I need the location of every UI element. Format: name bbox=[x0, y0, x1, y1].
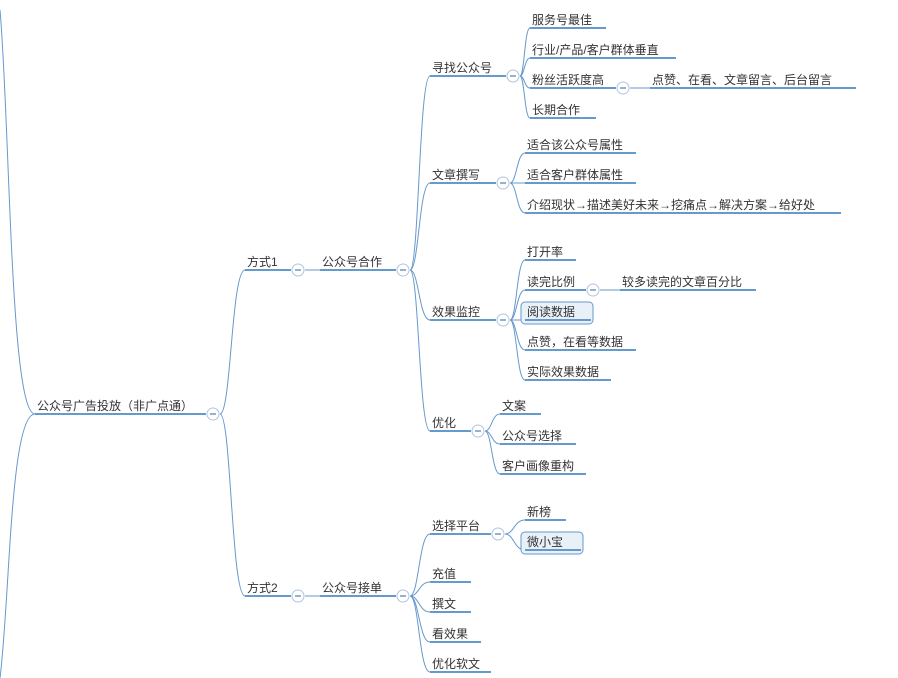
connector bbox=[505, 520, 525, 534]
connector bbox=[510, 183, 525, 213]
node-label: 看效果 bbox=[432, 626, 468, 641]
node-m1[interactable]: 方式1 bbox=[245, 254, 304, 276]
node-find2[interactable]: 行业/产品/客户群体垂直 bbox=[530, 42, 676, 58]
node-mon4[interactable]: 点赞，在看等数据 bbox=[525, 334, 636, 350]
node-label: 实际效果数据 bbox=[527, 364, 599, 379]
node-mon3[interactable]: 阅读数据 bbox=[521, 302, 593, 324]
node-label: 较多读完的文章百分比 bbox=[622, 274, 742, 289]
node-find3[interactable]: 粉丝活跃度高 bbox=[530, 72, 629, 94]
connector bbox=[410, 183, 430, 270]
connector bbox=[485, 431, 500, 474]
node-plat1[interactable]: 新榜 bbox=[525, 504, 566, 520]
node-label: 公众号选择 bbox=[502, 429, 562, 443]
node-label: 方式1 bbox=[247, 254, 278, 269]
connector bbox=[520, 28, 530, 76]
node-m1_opt[interactable]: 优化 bbox=[430, 416, 484, 437]
node-label: 撰文 bbox=[432, 596, 456, 611]
node-label: 点赞，在看等数据 bbox=[527, 334, 623, 349]
node-opt2[interactable]: 公众号选择 bbox=[500, 429, 576, 444]
node-mon5[interactable]: 实际效果数据 bbox=[525, 364, 611, 380]
node-label: 效果监控 bbox=[432, 304, 480, 319]
node-label: 长期合作 bbox=[532, 102, 580, 117]
node-label: 读完比例 bbox=[527, 274, 575, 289]
node-wr3[interactable]: 介绍现状→描述美好未来→挖痛点→解决方案→给好处 bbox=[525, 197, 841, 213]
connector bbox=[410, 596, 430, 642]
connector bbox=[220, 270, 245, 414]
connector bbox=[410, 76, 430, 270]
node-label: 客户画像重构 bbox=[502, 458, 574, 473]
node-m2[interactable]: 方式2 bbox=[245, 580, 304, 602]
mindmap-canvas: 公众号广告投放（非广点通） 方式1 方式2 公众号合作公众号接单 寻找公众号文章撰写效果… bbox=[0, 0, 898, 678]
connector bbox=[410, 596, 430, 672]
node-m2a[interactable]: 公众号接单 bbox=[320, 580, 409, 602]
node-find3a[interactable]: 点赞、在看、文章留言、后台留言 bbox=[650, 72, 856, 88]
node-opt1[interactable]: 文案 bbox=[500, 398, 541, 414]
connector bbox=[410, 270, 430, 431]
node-label: 优化 bbox=[432, 416, 456, 430]
node-m2_wrt[interactable]: 撰文 bbox=[430, 596, 471, 612]
node-label: 方式2 bbox=[247, 580, 278, 595]
connector bbox=[220, 414, 245, 596]
node-find4[interactable]: 长期合作 bbox=[530, 102, 596, 118]
node-m2_plat[interactable]: 选择平台 bbox=[430, 518, 504, 540]
node-label: 阅读数据 bbox=[527, 304, 575, 319]
node-wr1[interactable]: 适合该公众号属性 bbox=[525, 137, 636, 153]
node-label: 新榜 bbox=[527, 504, 551, 519]
node-opt3[interactable]: 客户画像重构 bbox=[500, 458, 586, 474]
node-label: 适合该公众号属性 bbox=[527, 137, 623, 152]
connector bbox=[410, 534, 430, 596]
node-label: 公众号合作 bbox=[322, 254, 382, 269]
node-label: 打开率 bbox=[527, 244, 563, 259]
node-plat2[interactable]: 微小宝 bbox=[521, 532, 583, 554]
node-m2_optS[interactable]: 优化软文 bbox=[430, 656, 491, 672]
node-m1_write[interactable]: 文章撰写 bbox=[430, 167, 509, 189]
root-trunk-bottom bbox=[0, 414, 35, 678]
root-trunk-top bbox=[0, 10, 35, 414]
node-label: 行业/产品/客户群体垂直 bbox=[532, 42, 659, 57]
node-label: 充值 bbox=[432, 566, 456, 581]
node-m1a[interactable]: 公众号合作 bbox=[320, 254, 409, 276]
node-mon2[interactable]: 读完比例 bbox=[525, 274, 599, 296]
node-label: 微小宝 bbox=[527, 535, 563, 549]
node-mon1[interactable]: 打开率 bbox=[525, 244, 576, 260]
node-m2_chg[interactable]: 充值 bbox=[430, 566, 471, 582]
node-m1_find[interactable]: 寻找公众号 bbox=[430, 61, 519, 82]
node-label: 点赞、在看、文章留言、后台留言 bbox=[652, 72, 832, 87]
node-label: 公众号接单 bbox=[322, 580, 382, 595]
node-wr2[interactable]: 适合客户群体属性 bbox=[525, 167, 636, 183]
node-label: 适合客户群体属性 bbox=[527, 167, 623, 182]
connector bbox=[510, 153, 525, 183]
node-label: 文案 bbox=[502, 398, 526, 413]
node-m1_mon[interactable]: 效果监控 bbox=[430, 304, 509, 326]
connector bbox=[510, 320, 525, 380]
node-label: 寻找公众号 bbox=[432, 61, 492, 75]
node-find1[interactable]: 服务号最佳 bbox=[530, 12, 606, 28]
node-label: 选择平台 bbox=[432, 518, 480, 533]
node-root[interactable]: 公众号广告投放（非广点通） bbox=[35, 398, 219, 420]
node-label: 介绍现状→描述美好未来→挖痛点→解决方案→给好处 bbox=[527, 197, 815, 212]
node-label: 服务号最佳 bbox=[532, 12, 592, 27]
node-m2_see[interactable]: 看效果 bbox=[430, 626, 481, 642]
node-label: 文章撰写 bbox=[432, 167, 480, 182]
node-mon2a[interactable]: 较多读完的文章百分比 bbox=[620, 274, 756, 290]
connector bbox=[485, 414, 500, 431]
node-label: 优化软文 bbox=[432, 656, 480, 671]
node-label: 粉丝活跃度高 bbox=[532, 72, 604, 87]
node-label: 公众号广告投放（非广点通） bbox=[37, 398, 193, 413]
